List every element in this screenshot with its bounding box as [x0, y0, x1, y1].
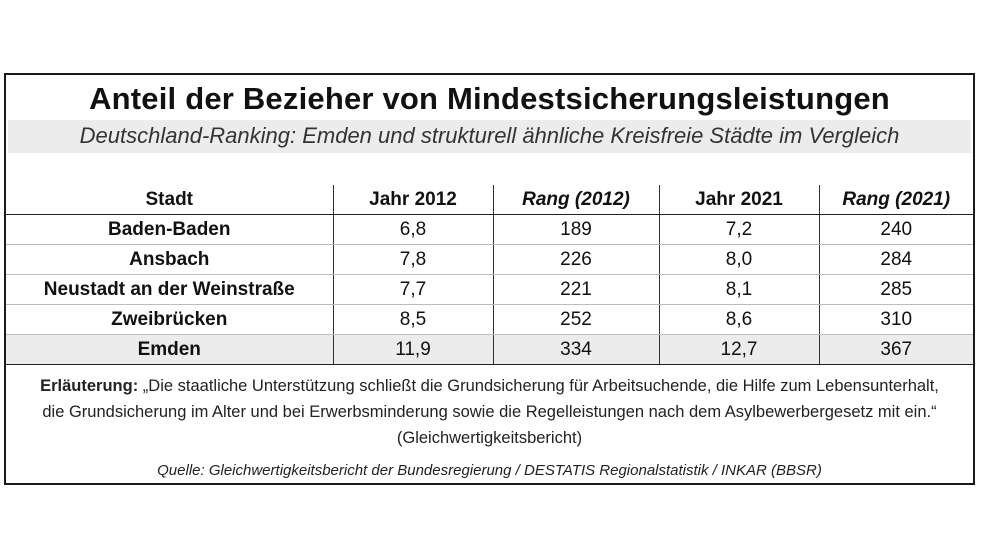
table-cell: 12,7: [658, 334, 820, 365]
table-cell: 285: [818, 274, 973, 305]
table-header-row: Stadt Jahr 2012 Rang (2012) Jahr 2021 Ra…: [6, 185, 973, 215]
table-cell: 226: [492, 244, 660, 275]
header-rang-2012: Rang (2012): [492, 185, 660, 215]
table-cell: 7,7: [332, 274, 494, 305]
header-stadt: Stadt: [6, 185, 334, 215]
table-cell-city: Ansbach: [6, 244, 334, 275]
header-jahr-2021: Jahr 2021: [658, 185, 820, 215]
table-cell: 240: [818, 214, 973, 245]
explanation-note: Erläuterung: „Die staatliche Unterstützu…: [28, 373, 951, 451]
table-cell: 11,9: [332, 334, 494, 365]
table-cell: 310: [818, 304, 973, 335]
table-cell: 7,2: [658, 214, 820, 245]
table-cell: 252: [492, 304, 660, 335]
table-row: Ansbach 7,8 226 8,0 284: [6, 244, 973, 275]
table-cell-city: Zweibrücken: [6, 304, 334, 335]
table-cell: 284: [818, 244, 973, 275]
source-line: Quelle: Gleichwertigkeitsbericht der Bun…: [157, 462, 822, 479]
ranking-table: Stadt Jahr 2012 Rang (2012) Jahr 2021 Ra…: [6, 185, 973, 365]
table-cell: 221: [492, 274, 660, 305]
table-cell-city: Emden: [6, 334, 334, 365]
table-cell: 8,1: [658, 274, 820, 305]
note-text: „Die staatliche Unterstützung schließt d…: [42, 377, 939, 447]
table-cell: 334: [492, 334, 660, 365]
infographic-frame: Anteil der Bezieher von Mindestsicherung…: [4, 73, 975, 485]
table-cell: 189: [492, 214, 660, 245]
subtitle-band: [8, 120, 971, 153]
table-cell-city: Baden-Baden: [6, 214, 334, 245]
table-row: Zweibrücken 8,5 252 8,6 310: [6, 304, 973, 335]
header-rang-2021: Rang (2021): [818, 185, 973, 215]
table-cell: 8,5: [332, 304, 494, 335]
table-row: Neustadt an der Weinstraße 7,7 221 8,1 2…: [6, 274, 973, 305]
table-cell-city: Neustadt an der Weinstraße: [6, 274, 334, 305]
table-row: Baden-Baden 6,8 189 7,2 240: [6, 214, 973, 245]
table-cell: 7,8: [332, 244, 494, 275]
table-row-highlight: Emden 11,9 334 12,7 367: [6, 334, 973, 365]
chart-subtitle: Deutschland-Ranking: Emden und strukture…: [79, 123, 900, 148]
table-cell: 367: [818, 334, 973, 365]
table-cell: 8,0: [658, 244, 820, 275]
chart-title: Anteil der Bezieher von Mindestsicherung…: [89, 81, 890, 116]
table-cell: 6,8: [332, 214, 494, 245]
table-wrap: Stadt Jahr 2012 Rang (2012) Jahr 2021 Ra…: [6, 185, 973, 365]
header-jahr-2012: Jahr 2012: [332, 185, 494, 215]
table-cell: 8,6: [658, 304, 820, 335]
note-label: Erläuterung:: [40, 377, 139, 395]
